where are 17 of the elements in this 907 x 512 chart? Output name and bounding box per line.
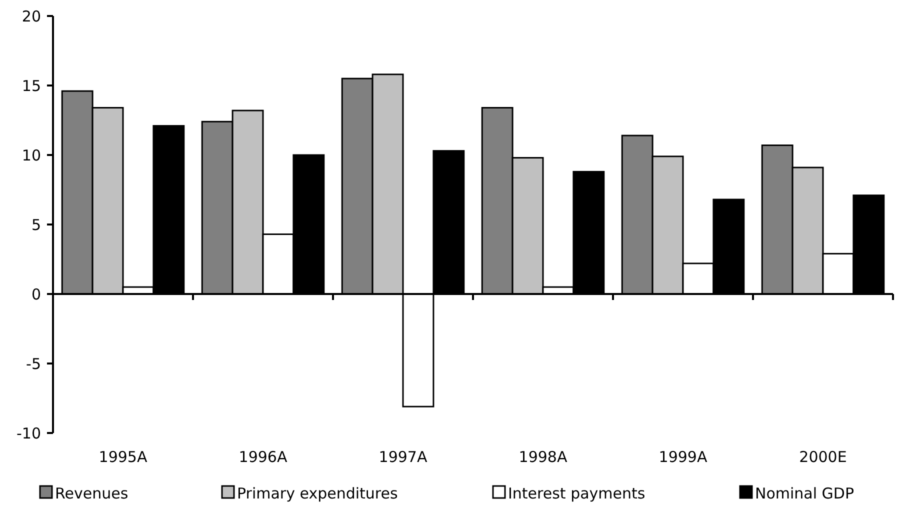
y-tick-label: -5 [26,354,41,373]
legend-label: Revenues [55,484,128,502]
y-tick-label: 15 [22,76,41,95]
y-tick-label: 20 [22,7,41,26]
x-tick-label: 1998A [518,448,568,466]
y-tick-label: 0 [31,285,41,304]
legend-label: Nominal GDP [755,484,854,502]
x-tick-label: 2000E [799,448,847,466]
x-tick-label: 1999A [658,448,708,466]
y-tick-label: 10 [22,146,41,164]
legend-label: Interest payments [508,484,646,502]
y-tick-label: -10 [16,424,41,442]
y-tick-label: 5 [31,216,41,234]
x-tick-label: 1996A [238,448,288,466]
legend-label: Primary expenditures [237,484,398,502]
x-tick-label: 1995A [98,448,148,466]
x-tick-label: 1997A [378,448,428,466]
